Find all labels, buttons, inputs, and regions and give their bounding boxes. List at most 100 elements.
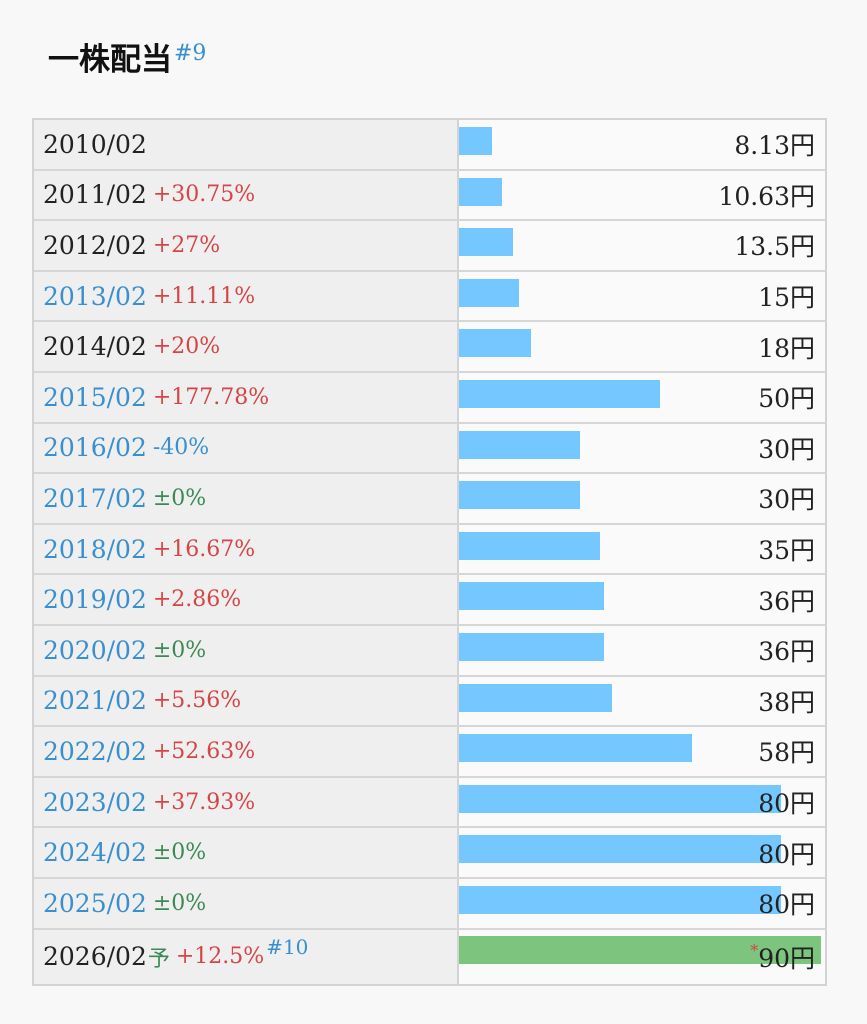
fiscal-year[interactable]: 2015/02 [43,382,147,412]
fiscal-year: 2012/02 [43,230,147,260]
bar-cell: 30円 [459,474,825,523]
dividend-bar [459,835,781,864]
year-cell: 2012/02 +27% [34,221,459,270]
bar-cell: 36円 [459,625,825,675]
change-rate: +2.86% [152,587,242,613]
table-row: 2016/02 -40% 30円 [34,423,825,475]
fiscal-year[interactable]: 2020/02 [43,635,147,665]
dividend-amount: 30円 [758,485,815,515]
change-rate: +16.67% [152,536,256,562]
fiscal-year: 2011/02 [43,180,147,210]
dividend-amount: 18円 [758,333,815,363]
bar-cell: 50円 [459,372,825,422]
change-rate: +177.78% [152,384,270,410]
dividend-amount: 15円 [758,283,815,313]
year-cell: 2018/02 +16.67% [34,524,459,574]
section-title: 一株配当#9 [48,36,206,84]
dividend-bar [459,481,580,510]
change-rate: +11.11% [152,283,256,309]
fiscal-year[interactable]: 2016/02 [43,433,147,463]
year-cell: 2023/02 +37.93% [34,777,459,827]
table-row: 2023/02 +37.93% 80円 [34,777,825,829]
year-cell: 2015/02 +177.78% [34,372,459,422]
table-row: 2018/02 +16.67% 35円 [34,524,825,576]
change-rate: +27% [152,232,221,258]
fiscal-year[interactable]: 2019/02 [43,585,147,615]
dividend-bar [459,531,600,560]
change-rate: +37.93% [152,789,256,815]
dividend-amount: 80円 [758,890,815,920]
dividend-amount: 50円 [758,384,815,414]
dividend-bar [459,632,604,661]
bar-cell: 38円 [459,676,825,726]
forecast-amount-value: 90円 [758,943,815,973]
dividend-bar [459,430,580,459]
table-row: 2012/02 +27% 13.5円 [34,221,825,272]
bar-cell: 10.63円 [459,170,825,220]
year-cell: 2024/02 ±0% [34,828,459,877]
year-cell: 2010/02 [34,120,459,169]
bar-cell: 36円 [459,575,825,624]
dividend-bar [459,278,519,307]
change-rate: ±0% [152,485,207,511]
forecast-bar [459,935,821,964]
dividend-amount: 13.5円 [734,232,815,262]
bar-cell: 58円 [459,727,825,776]
fiscal-year[interactable]: 2024/02 [43,838,147,868]
change-rate: +5.56% [152,688,242,714]
change-rate: +30.75% [152,182,256,208]
bar-cell: 35円 [459,524,825,574]
table-row: 2022/02 +52.63% 58円 [34,727,825,778]
dividend-bar [459,127,492,155]
dividend-amount: 36円 [758,586,815,616]
table-row: 2014/02 +20% 18円 [34,322,825,373]
fiscal-year[interactable]: 2022/02 [43,736,147,766]
section-title-text: 一株配当 [48,42,172,78]
fiscal-year[interactable]: 2018/02 [43,534,147,564]
dividend-bar [459,582,604,611]
year-cell: 2025/02 ±0% [34,878,459,928]
year-cell: 2013/02 +11.11% [34,271,459,321]
fiscal-year[interactable]: 2025/02 [43,888,147,918]
title-footnote-link[interactable]: #9 [174,41,207,66]
bar-cell: 80円 [459,777,825,827]
dividend-bar [459,228,513,257]
forecast-row: 2026/02 予 +12.5% #10 * 90円 [34,929,825,984]
table-row: 2021/02 +5.56% 38円 [34,676,825,728]
dividend-bar [459,885,781,914]
dividend-amount: 8.13円 [734,131,815,161]
bar-cell: 30円 [459,423,825,473]
table-row: 2020/02 ±0% 36円 [34,625,825,677]
year-cell: 2017/02 ±0% [34,474,459,523]
year-cell: 2022/02 +52.63% [34,727,459,776]
fiscal-year[interactable]: 2023/02 [43,787,147,817]
fiscal-year[interactable]: 2021/02 [43,686,147,716]
table-row: 2017/02 ±0% 30円 [34,474,825,525]
fiscal-year[interactable]: 2013/02 [43,281,147,311]
dividend-amount: 38円 [758,687,815,717]
change-rate: +12.5% [175,944,265,969]
table-row: 2010/02 8.13円 [34,120,825,171]
year-cell: 2026/02 予 +12.5% #10 [34,929,459,984]
dividend-amount: 36円 [758,637,815,667]
bar-cell: 13.5円 [459,221,825,270]
dividend-table: 2010/02 8.13円 2011/02 +30.75% 10.63円 2012/02 +… [32,118,827,986]
bar-cell: * 90円 [459,929,825,984]
fiscal-year: 2026/02 [43,942,147,971]
table-row: 2025/02 ±0% 80円 [34,878,825,930]
table-row: 2024/02 ±0% 80円 [34,828,825,879]
forecast-footnote-link[interactable]: #10 [266,934,309,959]
year-cell: 2019/02 +2.86% [34,575,459,624]
fiscal-year: 2010/02 [43,129,147,159]
fiscal-year[interactable]: 2017/02 [43,483,147,513]
dividend-bar [459,329,531,358]
year-cell: 2016/02 -40% [34,423,459,473]
dividend-bar [459,177,502,206]
dividend-amount: 80円 [758,789,815,819]
year-cell: 2020/02 ±0% [34,625,459,675]
dividend-amount: 35円 [758,536,815,566]
bar-cell: 80円 [459,878,825,928]
dividend-bar [459,784,781,813]
change-rate: +52.63% [152,738,256,764]
dividend-bar [459,379,660,408]
